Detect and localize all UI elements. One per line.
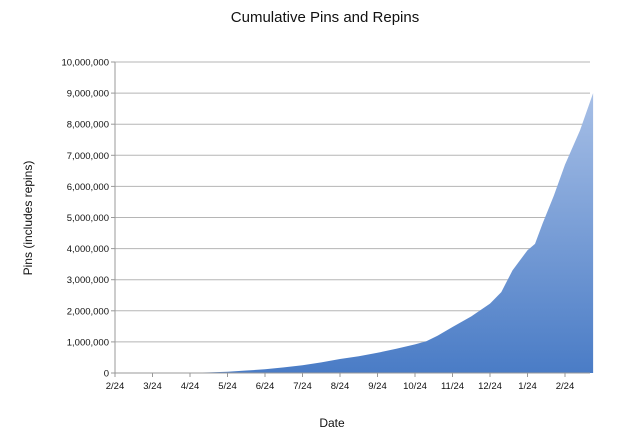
x-tick-label: 7/24 [293,381,312,392]
x-tick-label: 3/24 [143,381,162,392]
series-area [115,93,594,373]
x-tick-label: 4/24 [181,381,200,392]
x-tick-label: 11/24 [441,381,464,392]
y-axis-label: Pins (includes repins) [21,161,35,276]
y-tick-label: 5,000,000 [67,213,109,224]
y-tick-label: 8,000,000 [67,120,109,131]
x-axis-label: Date [319,416,345,430]
x-tick-label: 9/24 [368,381,387,392]
y-tick-label: 2,000,000 [67,306,109,317]
y-tick-label: 1,000,000 [67,337,109,348]
y-tick-label: 9,000,000 [67,89,109,100]
y-tick-label: 7,000,000 [67,151,109,162]
x-tick-label: 2/24 [106,381,125,392]
x-tick-label: 1/24 [518,381,537,392]
x-tick-label: 12/24 [478,381,502,392]
x-tick-label: 8/24 [331,381,350,392]
y-tick-label: 10,000,000 [61,58,109,69]
y-tick-label: 4,000,000 [67,244,109,255]
y-tick-label: 0 [104,369,109,380]
y-tick-label: 6,000,000 [67,182,109,193]
x-tick-label: 10/24 [403,381,427,392]
x-tick-label: 2/24 [556,381,575,392]
x-tick-label: 5/24 [218,381,237,392]
chart-title: Cumulative Pins and Repins [231,9,419,26]
x-tick-label: 6/24 [256,381,275,392]
y-tick-label: 3,000,000 [67,275,109,286]
